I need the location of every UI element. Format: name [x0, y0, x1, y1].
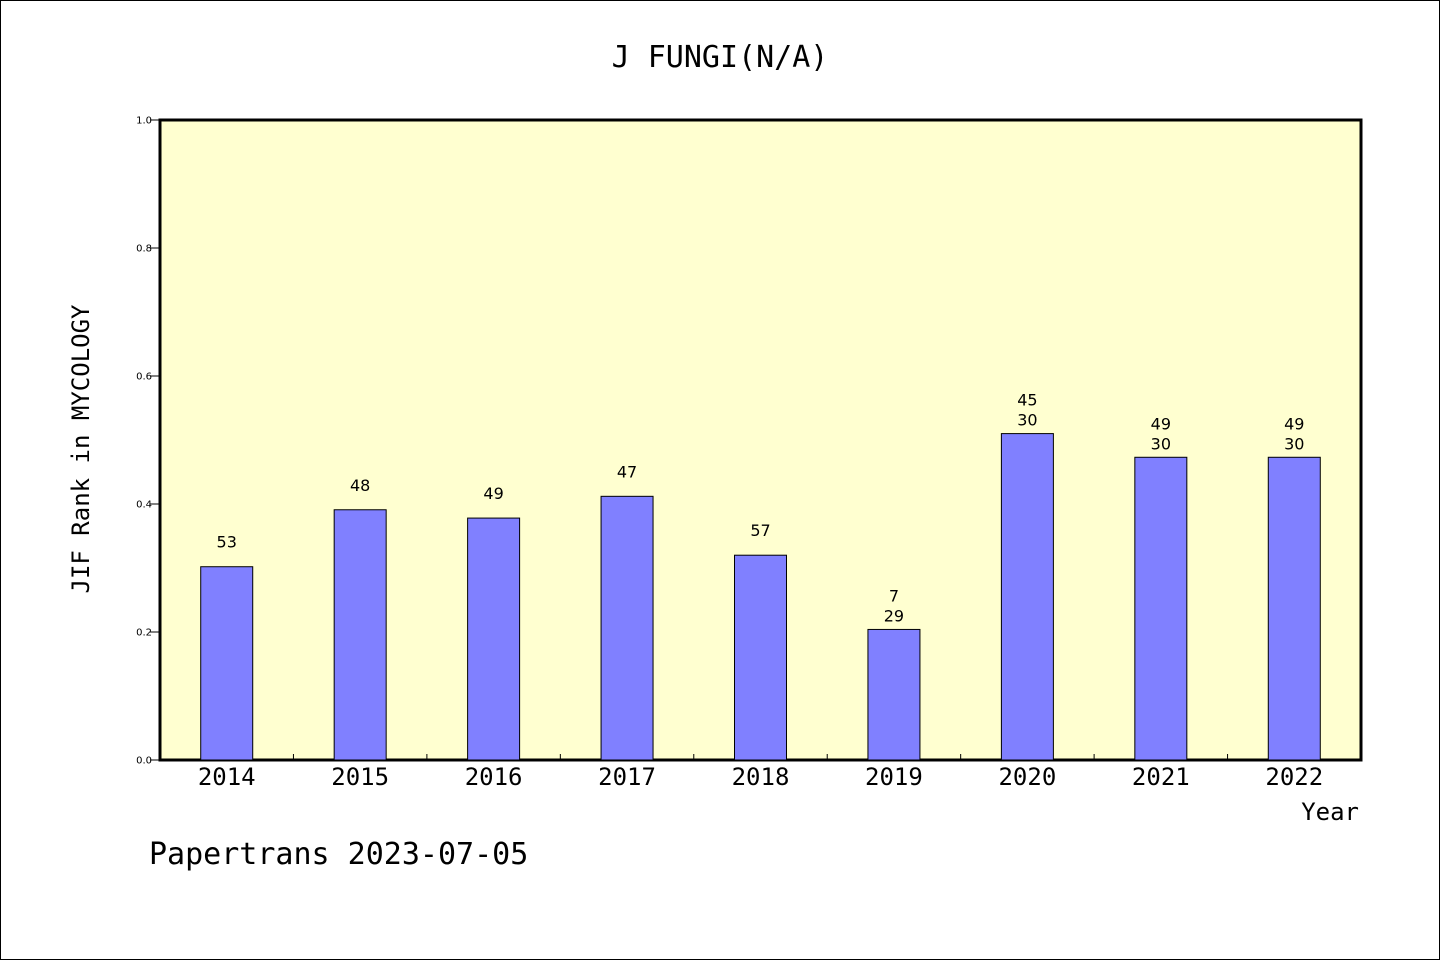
data-label: 49	[1151, 414, 1171, 433]
data-label: 48	[350, 476, 370, 495]
bar-2015	[333, 509, 387, 761]
y-tick-label: 0.6	[136, 372, 152, 383]
data-label: 49	[483, 484, 503, 503]
bar-2021	[1134, 456, 1188, 761]
data-label: 49	[1284, 414, 1304, 433]
x-tick-label: 2022	[1265, 763, 1323, 791]
x-axis: 2014 2015 2016 2017 2018 2019 2020 2021 2022	[198, 754, 1323, 791]
y-tick-label: 1.0	[136, 116, 152, 127]
y-tick-label: 0.2	[136, 628, 152, 639]
x-tick-label: 2015	[331, 763, 389, 791]
y-tick-label: 0.4	[136, 500, 152, 511]
x-tick-label: 2021	[1132, 763, 1190, 791]
data-label: 30	[1284, 434, 1304, 453]
x-tick-label: 2018	[732, 763, 790, 791]
bar-2018	[734, 554, 787, 761]
data-label: 30	[1151, 434, 1171, 453]
bar-2020	[1000, 433, 1054, 761]
x-tick-label: 2014	[198, 763, 256, 791]
bar-2019	[867, 628, 921, 761]
data-label: 47	[617, 462, 637, 481]
y-tick-label: 0.0	[136, 756, 152, 767]
bar-2022	[1267, 456, 1321, 761]
x-tick-label: 2016	[465, 763, 523, 791]
y-axis: 0.0 0.2 0.4 0.6 0.8 1.0	[136, 116, 160, 767]
bar-2014	[200, 566, 254, 761]
data-label: 30	[1017, 411, 1037, 430]
y-tick-label: 0.8	[136, 244, 152, 255]
data-label: 57	[750, 521, 770, 540]
x-tick-label: 2020	[998, 763, 1056, 791]
data-label: 53	[217, 533, 237, 552]
data-label: 45	[1017, 391, 1037, 410]
bar-2017	[600, 495, 654, 761]
y-axis-label: JIF Rank in MYCOLOGY	[67, 304, 95, 594]
data-label: 7	[889, 586, 899, 605]
bars-layer	[200, 433, 1321, 761]
data-label: 29	[884, 606, 904, 625]
footer-credit: Papertrans 2023-07-05	[149, 837, 528, 872]
x-tick-label: 2017	[598, 763, 656, 791]
chart-title: J FUNGI(N/A)	[612, 40, 829, 75]
x-tick-label: 2019	[865, 763, 923, 791]
bar-2016	[467, 517, 521, 761]
x-axis-label: Year	[1301, 798, 1359, 826]
